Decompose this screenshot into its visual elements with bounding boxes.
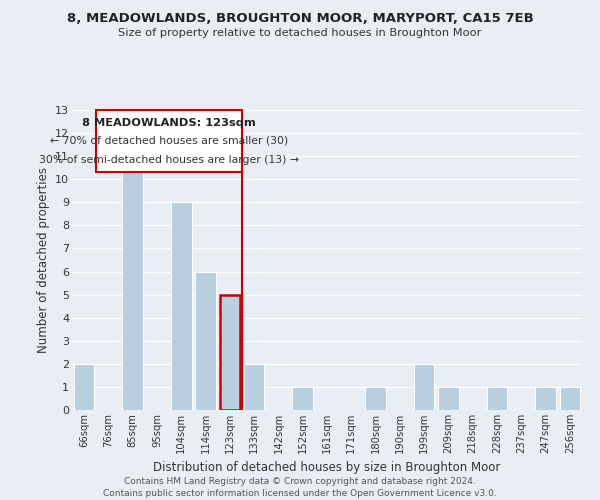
Text: Size of property relative to detached houses in Broughton Moor: Size of property relative to detached ho… bbox=[118, 28, 482, 38]
Bar bbox=[438, 387, 459, 410]
Bar bbox=[220, 294, 240, 410]
Text: Contains HM Land Registry data © Crown copyright and database right 2024.: Contains HM Land Registry data © Crown c… bbox=[124, 478, 476, 486]
Text: Contains public sector information licensed under the Open Government Licence v3: Contains public sector information licen… bbox=[103, 489, 497, 498]
Y-axis label: Number of detached properties: Number of detached properties bbox=[37, 167, 50, 353]
Bar bbox=[292, 387, 313, 410]
Bar bbox=[244, 364, 265, 410]
Text: ← 70% of detached houses are smaller (30): ← 70% of detached houses are smaller (30… bbox=[50, 136, 288, 145]
X-axis label: Distribution of detached houses by size in Broughton Moor: Distribution of detached houses by size … bbox=[154, 462, 500, 474]
Bar bbox=[365, 387, 386, 410]
Bar bbox=[122, 156, 143, 410]
Bar bbox=[535, 387, 556, 410]
Bar bbox=[414, 364, 434, 410]
Text: 30% of semi-detached houses are larger (13) →: 30% of semi-detached houses are larger (… bbox=[39, 155, 299, 165]
Text: 8 MEADOWLANDS: 123sqm: 8 MEADOWLANDS: 123sqm bbox=[82, 118, 256, 128]
Bar bbox=[560, 387, 580, 410]
Bar bbox=[487, 387, 508, 410]
Bar bbox=[171, 202, 191, 410]
Bar bbox=[74, 364, 94, 410]
Bar bbox=[195, 272, 216, 410]
FancyBboxPatch shape bbox=[96, 110, 242, 172]
Text: 8, MEADOWLANDS, BROUGHTON MOOR, MARYPORT, CA15 7EB: 8, MEADOWLANDS, BROUGHTON MOOR, MARYPORT… bbox=[67, 12, 533, 26]
